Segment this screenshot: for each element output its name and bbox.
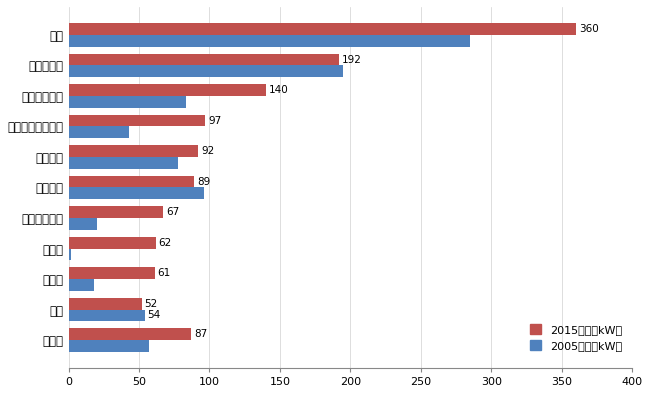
Text: 140: 140 bbox=[268, 85, 289, 95]
Bar bbox=[68, 126, 129, 138]
Bar bbox=[68, 54, 339, 65]
Bar bbox=[68, 176, 194, 188]
Bar bbox=[68, 145, 198, 157]
Bar bbox=[68, 157, 179, 169]
Text: 87: 87 bbox=[194, 329, 207, 339]
Bar bbox=[68, 35, 471, 46]
Bar bbox=[68, 237, 156, 249]
Text: 67: 67 bbox=[166, 207, 179, 217]
Bar bbox=[68, 268, 155, 279]
Bar bbox=[68, 218, 97, 230]
Bar bbox=[68, 340, 149, 351]
Bar bbox=[68, 249, 72, 260]
Text: 89: 89 bbox=[197, 177, 210, 187]
Text: 61: 61 bbox=[157, 268, 170, 278]
Text: 92: 92 bbox=[201, 146, 214, 156]
Bar bbox=[68, 298, 142, 310]
Bar bbox=[68, 279, 94, 291]
Bar bbox=[68, 188, 204, 199]
Text: 54: 54 bbox=[148, 310, 161, 320]
Bar bbox=[68, 23, 576, 35]
Bar bbox=[68, 84, 266, 96]
Text: 97: 97 bbox=[208, 116, 222, 126]
Text: 360: 360 bbox=[579, 24, 599, 34]
Bar bbox=[68, 206, 163, 218]
Bar bbox=[68, 329, 191, 340]
Text: 192: 192 bbox=[342, 55, 362, 65]
Text: 62: 62 bbox=[159, 238, 172, 248]
Bar bbox=[68, 65, 343, 77]
Bar bbox=[68, 115, 205, 126]
Legend: 2015年（万kW）, 2005年（万kW）: 2015年（万kW）, 2005年（万kW） bbox=[526, 320, 627, 355]
Bar bbox=[68, 96, 185, 108]
Bar bbox=[68, 310, 145, 321]
Text: 52: 52 bbox=[145, 299, 158, 309]
